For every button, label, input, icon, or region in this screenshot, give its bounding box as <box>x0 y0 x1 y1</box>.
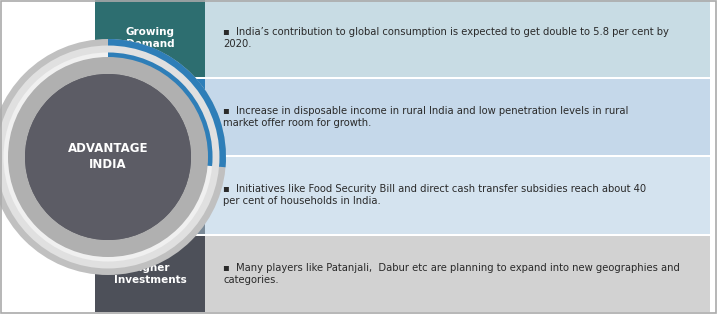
Text: Policy
Support: Policy Support <box>126 184 174 206</box>
Bar <box>95 157 205 234</box>
Bar <box>205 78 710 155</box>
Bar <box>95 0 205 77</box>
Text: Attractive
Opportunities: Attractive Opportunities <box>109 106 191 128</box>
Text: ▪  Increase in disposable income in rural India and low penetration levels in ru: ▪ Increase in disposable income in rural… <box>223 106 628 127</box>
Bar <box>205 157 710 234</box>
Text: ▪  India’s contribution to global consumption is expected to get double to 5.8 p: ▪ India’s contribution to global consump… <box>223 27 669 49</box>
Circle shape <box>0 49 216 265</box>
Bar <box>95 78 205 155</box>
Circle shape <box>0 39 226 275</box>
Circle shape <box>8 57 208 257</box>
Circle shape <box>25 74 191 240</box>
Text: INDIA: INDIA <box>89 159 127 171</box>
Text: ▪  Many players like Patanjali,  Dabur etc are planning to expand into new geogr: ▪ Many players like Patanjali, Dabur etc… <box>223 263 680 284</box>
Bar <box>95 236 205 312</box>
Text: ▪  Initiatives like Food Security Bill and direct cash transfer subsidies reach : ▪ Initiatives like Food Security Bill an… <box>223 184 646 206</box>
Text: ADVANTAGE: ADVANTAGE <box>67 143 148 155</box>
Bar <box>205 236 710 312</box>
Text: Growing
Demand: Growing Demand <box>125 27 174 49</box>
Text: Higher
Investments: Higher Investments <box>113 263 186 285</box>
Wedge shape <box>108 39 226 167</box>
Circle shape <box>25 74 191 240</box>
Bar <box>205 0 710 77</box>
